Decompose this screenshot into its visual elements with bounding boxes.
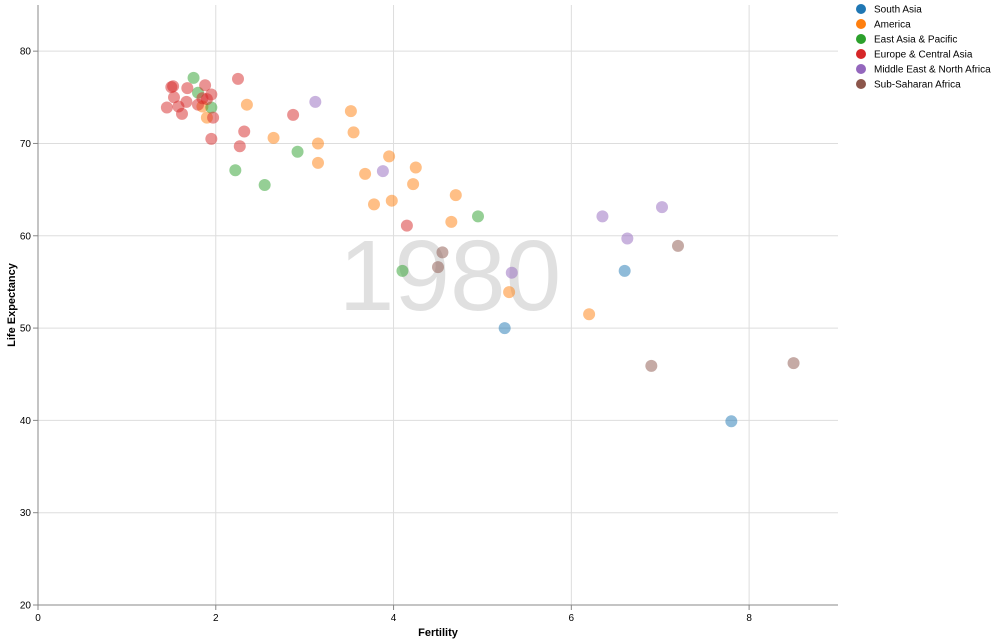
y-tick-label: 50 bbox=[20, 324, 32, 335]
legend-label: East Asia & Pacific bbox=[874, 35, 957, 46]
data-point bbox=[383, 150, 396, 163]
data-point bbox=[291, 145, 304, 158]
y-tick-label: 70 bbox=[20, 139, 32, 150]
y-tick-label: 20 bbox=[20, 601, 32, 612]
x-tick-label: 4 bbox=[391, 613, 397, 624]
x-tick-label: 2 bbox=[213, 613, 219, 624]
legend-swatch bbox=[856, 64, 866, 74]
data-point bbox=[229, 164, 242, 177]
data-point bbox=[400, 219, 413, 232]
y-tick-label: 40 bbox=[20, 416, 32, 427]
x-tick-label: 0 bbox=[35, 613, 41, 624]
data-point bbox=[596, 210, 609, 223]
data-point bbox=[233, 140, 246, 153]
data-point bbox=[347, 126, 360, 139]
data-point bbox=[385, 194, 398, 207]
data-point bbox=[583, 308, 596, 321]
data-point bbox=[287, 108, 300, 121]
data-point bbox=[344, 105, 357, 118]
data-point bbox=[645, 359, 658, 372]
data-point bbox=[168, 91, 180, 104]
x-axis-title: Fertility bbox=[418, 627, 459, 639]
legend-label: Sub-Saharan Africa bbox=[874, 80, 961, 91]
data-point bbox=[505, 266, 518, 279]
data-point bbox=[309, 95, 322, 108]
data-point bbox=[396, 264, 409, 277]
y-tick-label: 80 bbox=[20, 47, 32, 58]
data-point bbox=[503, 286, 516, 299]
data-point bbox=[312, 156, 324, 169]
legend-swatch bbox=[856, 34, 866, 44]
y-tick-label: 30 bbox=[20, 508, 32, 519]
data-point bbox=[672, 239, 684, 252]
data-point bbox=[160, 101, 173, 114]
legend: South Asia America East Asia & Pacific Euro… bbox=[856, 4, 991, 91]
data-point bbox=[787, 357, 800, 370]
x-axis-ticks: 0 2 4 6 8 bbox=[35, 605, 752, 624]
data-point bbox=[240, 98, 253, 111]
data-point bbox=[180, 95, 193, 108]
data-point bbox=[436, 246, 449, 259]
data-point bbox=[205, 88, 218, 101]
data-point bbox=[407, 178, 420, 191]
data-point bbox=[258, 179, 271, 191]
data-points bbox=[160, 71, 800, 428]
y-axis-title: Life Expectancy bbox=[6, 262, 18, 347]
data-point bbox=[656, 201, 668, 214]
data-point bbox=[449, 189, 462, 202]
data-point bbox=[176, 107, 188, 120]
data-point bbox=[445, 215, 458, 228]
data-point bbox=[167, 80, 180, 93]
y-axis-ticks: 20 30 40 50 60 70 80 bbox=[20, 47, 38, 612]
data-point bbox=[205, 132, 218, 145]
data-point bbox=[472, 210, 484, 223]
data-point bbox=[207, 111, 220, 124]
data-point bbox=[181, 82, 194, 95]
data-point bbox=[498, 322, 511, 335]
data-point bbox=[368, 198, 380, 211]
x-tick-label: 8 bbox=[746, 613, 752, 624]
data-point bbox=[312, 137, 324, 150]
legend-label: Europe & Central Asia bbox=[874, 50, 973, 61]
data-point bbox=[432, 261, 444, 274]
legend-swatch bbox=[856, 19, 866, 29]
data-point bbox=[359, 167, 372, 180]
data-point bbox=[409, 161, 422, 174]
data-point bbox=[238, 125, 251, 138]
data-point bbox=[267, 131, 280, 144]
legend-label: South Asia bbox=[874, 5, 922, 16]
data-point bbox=[725, 415, 738, 428]
data-point bbox=[232, 72, 244, 85]
y-tick-label: 60 bbox=[20, 231, 32, 242]
legend-swatch bbox=[856, 4, 866, 14]
x-tick-label: 6 bbox=[569, 613, 575, 624]
legend-label: America bbox=[874, 20, 911, 31]
legend-label: Middle East & North Africa bbox=[874, 65, 991, 76]
data-point bbox=[618, 264, 631, 277]
year-label: 1980 bbox=[339, 220, 561, 332]
legend-swatch bbox=[856, 79, 866, 89]
data-point bbox=[621, 232, 634, 245]
data-point bbox=[376, 165, 389, 178]
legend-swatch bbox=[856, 49, 866, 59]
data-point bbox=[187, 71, 200, 84]
data-point bbox=[199, 79, 212, 92]
